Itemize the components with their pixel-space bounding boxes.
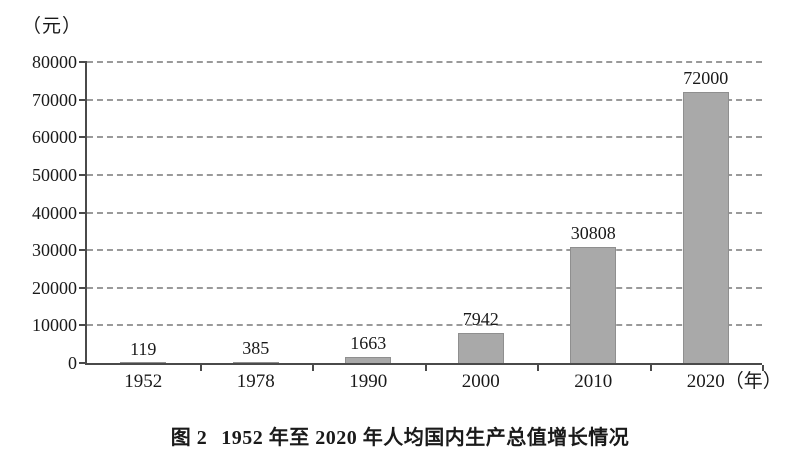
gridline [87,98,762,101]
x-axis-tick [537,365,539,371]
y-axis-tick [79,362,87,364]
y-axis-tick [79,98,87,101]
x-axis-tick [199,365,202,371]
y-axis-tick-label: 70000 [32,89,77,110]
x-axis-tick [649,365,652,371]
plot-area: 0 10000 20000 30000 40000 50000 60000 70000 8000… [32,53,782,392]
x-axis-tick [424,365,427,371]
x-axis-year: 1978 [236,371,275,392]
y-axis-tick [79,286,87,289]
x-axis-tick-label: 1952 [124,371,162,394]
x-axis-year: 1990 [349,371,388,392]
gridline [87,249,762,252]
bar-2000 [457,333,504,363]
x-axis-tick-label: 2020 （年） [686,371,782,394]
bar-value-label: 30808 [570,223,616,244]
bar-value-label: 72000 [683,68,729,89]
bar-1952 [120,362,167,363]
bar-value-label: 119 [130,338,157,359]
x-axis-tick [762,365,764,371]
y-axis-tick [79,324,87,327]
x-axis-year: 1952 [124,371,163,392]
gridline [87,173,762,176]
y-axis-tick-label: 0 [68,353,77,373]
y-axis-tick-label: 20000 [32,277,77,298]
x-axis-year: 2010 [574,371,613,392]
gridline [87,211,762,214]
y-axis-tick-label: 60000 [32,127,77,148]
y-axis-tick [79,211,87,214]
bar-value-label: 1663 [350,332,387,353]
y-axis-tick-label: 10000 [32,315,77,336]
y-axis-tick [79,173,87,176]
y-axis-tick [79,61,87,63]
y-axis-tick-label: 50000 [32,164,77,185]
bar-2010 [570,247,617,363]
x-axis-tick-label: 1990 [349,371,387,394]
gridline [87,286,762,289]
x-axis-tick [312,365,314,371]
gridline [87,61,762,63]
bar-value-label: 385 [242,337,270,358]
x-axis-tick-label: 2000 [462,371,500,394]
y-axis-tick-label: 40000 [32,202,77,223]
y-axis-tick [79,249,87,252]
bar-1990 [345,356,392,363]
bar-value-label: 7942 [462,309,499,330]
bar-1978 [232,361,279,363]
x-axis-tick-label: 1978 [237,371,275,394]
x-axis-tick-label: 2010 [574,371,612,394]
bar-2020 [682,92,729,363]
gridline [87,136,762,139]
y-axis-unit-label: （元） [22,16,83,37]
y-axis-tick-label: 80000 [32,52,77,72]
y-axis-tick [79,136,87,139]
figure-caption-text: 1952 年至 2020 年人均国内生产总值增长情况 [221,427,630,449]
x-axis-year: 2000 [461,371,500,392]
figure-caption: 图 2 1952 年至 2020 年人均国内生产总值增长情况 [0,421,800,450]
y-axis-tick-label: 30000 [32,240,77,261]
x-axis-year: 2020 [686,371,725,392]
gridline [87,324,762,327]
figure-number: 图 2 [170,427,208,449]
x-axis-unit-suffix: （年） [724,371,782,392]
